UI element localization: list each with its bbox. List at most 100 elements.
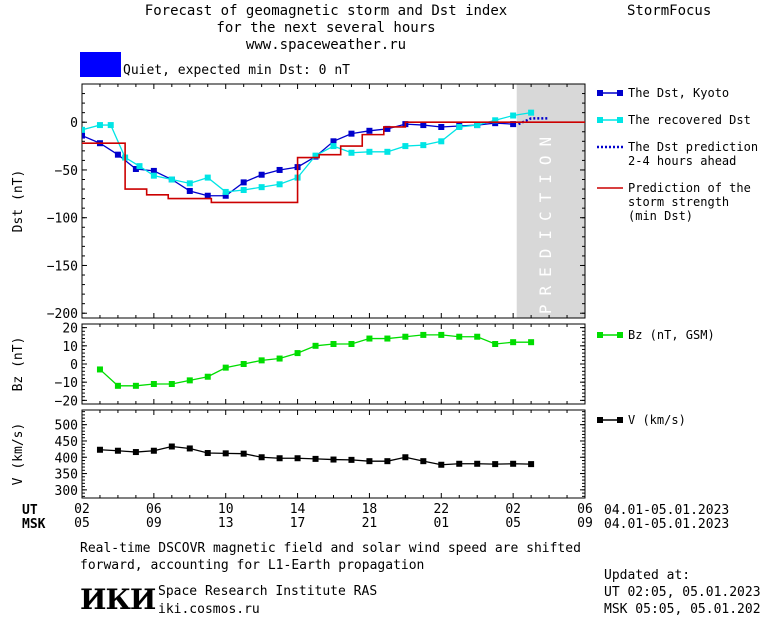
ut-tick-label: 22 [433,502,449,517]
legend-label: storm strength [628,195,729,209]
msk-tick-label: 01 [433,516,449,531]
data-point [222,192,229,199]
data-point [240,179,247,186]
institute-website[interactable]: iki.cosmos.ru [158,602,260,617]
data-point [204,450,211,457]
data-point [366,458,373,465]
data-point [258,454,265,461]
legend-marker [617,117,623,123]
ut-tick-label: 02 [505,502,521,517]
legend-marker [597,332,603,338]
msk-tick-label: 21 [362,516,378,531]
data-point [510,112,517,119]
series-line-3 [82,121,585,204]
data-point [510,460,517,467]
data-point [366,127,373,134]
status-text: Quiet, expected min Dst: 0 nT [123,63,350,78]
msk-axis-label: MSK [22,517,46,532]
data-point [330,138,337,145]
data-point [348,130,355,137]
data-point [348,456,355,463]
legend-marker [617,90,623,96]
data-point [107,122,114,129]
data-point [222,364,229,371]
data-point [150,172,157,179]
data-point [276,181,283,188]
y-tick-label: 350 [55,468,78,483]
data-point [168,381,175,387]
data-point [384,335,391,342]
data-point [132,166,139,173]
data-point [402,454,409,461]
y-tick-label: −10 [55,376,78,391]
website-link[interactable]: www.spaceweather.ru [245,37,407,53]
ut-tick-label: 10 [218,502,234,517]
msk-tick-label: 09 [146,516,162,531]
series-group [82,109,585,204]
legend-item-1: The recovered Dst [597,113,751,127]
data-point [96,122,103,129]
data-point [528,109,535,116]
data-point [510,339,517,346]
data-point [150,381,157,387]
legend-label: 2-4 hours ahead [628,154,736,168]
data-point [82,126,85,133]
data-point [258,357,265,364]
legend-label: Prediction of the [628,181,751,195]
data-point [240,187,247,194]
msk-tick-label: 05 [505,516,521,531]
data-point [258,171,265,178]
y-tick-label: 400 [55,451,78,466]
data-point [402,143,409,150]
data-point [330,341,337,347]
data-point [168,443,175,450]
data-point [150,447,157,454]
data-point [456,333,463,340]
data-point [492,341,499,347]
data-point [384,148,391,155]
data-point [492,461,499,468]
y-tick-label: 0 [70,358,78,373]
data-point [312,455,319,462]
msk-tick-label: 13 [218,516,234,531]
data-point [294,350,301,357]
data-point [510,121,517,128]
ut-tick-label: 06 [577,502,593,517]
legend-label: The Dst prediction [628,140,758,154]
legend-label: Bz (nT, GSM) [628,328,715,342]
data-point [384,458,391,465]
status-color-box [80,52,121,77]
ut-tick-label: 06 [146,502,162,517]
ut-tick-label: 02 [74,502,90,517]
data-point [150,167,157,174]
data-point [96,366,103,373]
data-point [474,333,481,340]
legend-item-0: Bz (nT, GSM) [597,328,715,342]
data-point [348,341,355,347]
bz-panel: 20 10 0 −10 −20 Bz (nT) Bz (nT, GSM) [11,322,715,410]
msk-tick-label: 17 [290,516,306,531]
ut-axis-label: UT [22,503,38,518]
legend-item-0: The Dst, Kyoto [597,86,729,100]
data-point [438,461,445,468]
data-point [474,460,481,467]
y-tick-label: −20 [55,394,78,409]
y-tick-label: −150 [47,259,78,274]
data-point [204,373,211,380]
data-point [186,377,193,384]
description-line-1: Real-time DSCOVR magnetic field and sola… [80,541,581,556]
legend-item-0: V (km/s) [597,413,686,427]
panel-frame [81,83,586,319]
data-point [420,331,427,338]
data-point [456,460,463,467]
series-line-0 [99,334,532,387]
data-point [492,117,499,124]
data-point [294,455,301,462]
data-point [222,188,229,195]
data-point [276,455,283,462]
data-point [240,450,247,457]
data-point [114,382,121,389]
